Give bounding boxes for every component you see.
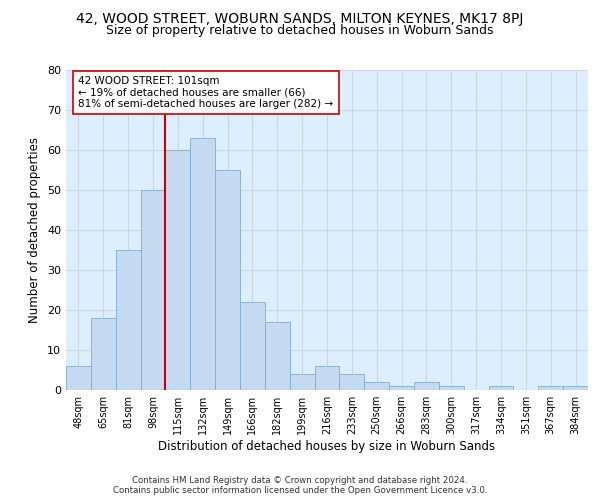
Bar bbox=[290, 374, 314, 390]
Bar bbox=[116, 250, 140, 390]
Text: 42 WOOD STREET: 101sqm
← 19% of detached houses are smaller (66)
81% of semi-det: 42 WOOD STREET: 101sqm ← 19% of detached… bbox=[79, 76, 334, 109]
Bar bbox=[538, 386, 563, 390]
Bar bbox=[488, 386, 514, 390]
Bar bbox=[265, 322, 290, 390]
Bar bbox=[314, 366, 340, 390]
Bar bbox=[166, 150, 190, 390]
Bar bbox=[389, 386, 414, 390]
Bar bbox=[439, 386, 464, 390]
Text: Contains HM Land Registry data © Crown copyright and database right 2024.
Contai: Contains HM Land Registry data © Crown c… bbox=[113, 476, 487, 495]
Y-axis label: Number of detached properties: Number of detached properties bbox=[28, 137, 41, 323]
Bar bbox=[91, 318, 116, 390]
X-axis label: Distribution of detached houses by size in Woburn Sands: Distribution of detached houses by size … bbox=[158, 440, 496, 453]
Bar bbox=[364, 382, 389, 390]
Bar bbox=[414, 382, 439, 390]
Bar bbox=[215, 170, 240, 390]
Bar bbox=[190, 138, 215, 390]
Text: 42, WOOD STREET, WOBURN SANDS, MILTON KEYNES, MK17 8PJ: 42, WOOD STREET, WOBURN SANDS, MILTON KE… bbox=[76, 12, 524, 26]
Bar bbox=[340, 374, 364, 390]
Bar bbox=[563, 386, 588, 390]
Bar bbox=[240, 302, 265, 390]
Text: Size of property relative to detached houses in Woburn Sands: Size of property relative to detached ho… bbox=[106, 24, 494, 37]
Bar bbox=[66, 366, 91, 390]
Bar bbox=[140, 190, 166, 390]
